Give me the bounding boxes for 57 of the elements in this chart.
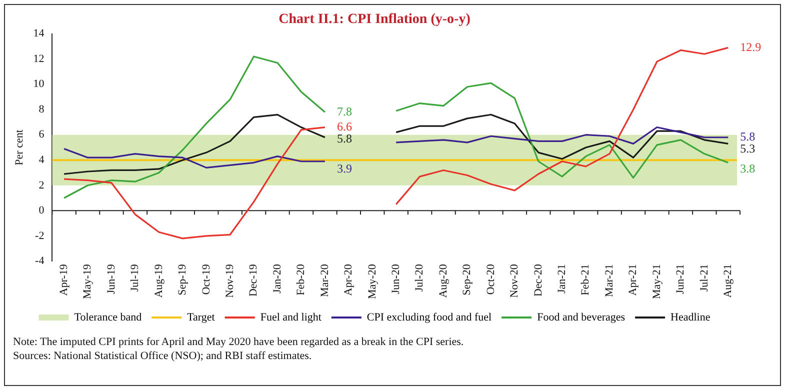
data-label: 3.8 — [740, 161, 756, 176]
x-tick-label: Jul-19 — [129, 264, 142, 292]
x-tick-label: Jul-20 — [414, 264, 426, 292]
y-tick-label: 4 — [38, 154, 45, 166]
x-tick-label: Dec-20 — [532, 264, 544, 297]
legend-label: Fuel and light — [260, 311, 322, 324]
text: Note: The imputed CPI prints for April and May 2020 have been regarded as a break in the CPI series. — [13, 335, 464, 349]
y-tick-label: 10 — [33, 78, 45, 90]
x-tick-label: Apr-19 — [58, 264, 70, 296]
x-tick-label: Sep-19 — [176, 264, 189, 296]
x-tick-label: May-19 — [82, 264, 94, 299]
x-tick-label: Aug-21 — [722, 264, 734, 298]
x-tick-label: Feb-20 — [295, 264, 308, 296]
x-tick-label: Apr-21 — [627, 264, 640, 296]
x-tick-label: Mar-21 — [603, 264, 616, 297]
legend-label: Headline — [670, 311, 710, 324]
y-tick-label: 0 — [38, 204, 45, 217]
data-label: 5.3 — [740, 142, 756, 156]
x-tick-label: Jun-19 — [105, 264, 118, 294]
x-tick-label: Apr-20 — [342, 264, 355, 296]
legend-label: Tolerance band — [74, 311, 142, 324]
x-tick-label: Dec-19 — [248, 264, 260, 297]
legend-label: Food and beverages — [537, 311, 626, 324]
legend-label: CPI excluding food and fuel — [366, 311, 492, 324]
source-note: Sources: National Statistical Office (NSO); and RBI staff estimates. — [13, 349, 313, 363]
y-axis-title: Per cent — [13, 130, 26, 166]
x-tick-label: Nov-19 — [224, 264, 236, 298]
x-tick-label: Jun-20 — [390, 264, 402, 294]
data-label: 7.8 — [336, 104, 352, 118]
chart-title: Chart II.1: CPI Inflation (y-o-y) — [278, 12, 471, 28]
y-tick-label: 8 — [38, 103, 45, 116]
data-label: 5.8 — [740, 130, 756, 144]
x-tick-label: Jul-21 — [698, 264, 710, 292]
x-tick-label: May-21 — [650, 264, 663, 299]
x-tick-label: Oct-19 — [200, 264, 212, 295]
x-tick-label: Mar-20 — [318, 264, 331, 297]
x-tick-label: Jan-21 — [556, 264, 568, 294]
x-tick-label: May-20 — [366, 264, 378, 299]
x-tick-label: Nov-20 — [508, 264, 521, 298]
y-tick-label: -4 — [35, 255, 45, 268]
data-label: 12.9 — [740, 40, 762, 54]
y-tick-label: -2 — [35, 230, 44, 242]
x-tick-label: Oct-20 — [484, 264, 497, 295]
x-tick-label: Aug-20 — [437, 264, 450, 298]
y-tick-label: 6 — [38, 128, 45, 141]
y-tick-label: 2 — [38, 179, 44, 192]
y-tick-label: 14 — [33, 28, 45, 40]
x-tick-label: Jan-20 — [271, 264, 284, 294]
data-label: 5.8 — [336, 131, 352, 146]
data-label: 6.6 — [336, 119, 352, 134]
x-tick-label: Feb-21 — [580, 264, 592, 296]
x-tick-label: Jun-21 — [674, 264, 687, 294]
x-tick-label: Aug-19 — [152, 264, 165, 298]
legend-label: Target — [187, 311, 215, 324]
y-tick-label: 12 — [33, 52, 44, 65]
x-tick-label: Sep-20 — [461, 264, 474, 296]
data-label: 3.9 — [336, 161, 352, 176]
